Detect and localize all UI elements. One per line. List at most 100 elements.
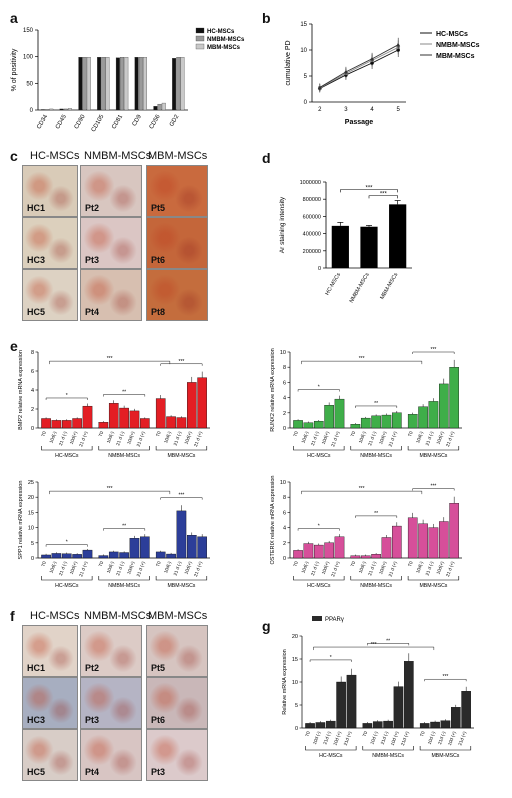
bar (407, 414, 418, 429)
sig-label: *** (179, 359, 185, 365)
group-label: HC-MSCs (55, 453, 79, 459)
bar (381, 414, 392, 429)
series-line (319, 49, 399, 89)
micrograph-tile: Pt2 (80, 165, 142, 217)
y-axis-label: Ar staining intensity (279, 196, 286, 253)
bar (72, 554, 82, 559)
x-tick-label: CD9 (132, 113, 144, 127)
micrograph-tile: Pt5 (146, 165, 208, 217)
sig-label: ** (122, 524, 126, 530)
x-tick-label: 2 (318, 107, 322, 113)
bar (371, 554, 381, 559)
x-tick-label: T0 (40, 430, 47, 437)
legend-swatch (195, 27, 205, 34)
bar (82, 57, 87, 111)
group-label: NMBM-MSCs (360, 453, 392, 459)
y-tick-label: 15 (300, 22, 307, 28)
sig-bracket (45, 397, 88, 400)
bar (153, 106, 158, 111)
x-tick-label: 10d(+) (126, 430, 135, 445)
y-tick-label: 4 (283, 396, 286, 402)
group-bracket (98, 576, 150, 581)
bar (389, 204, 407, 268)
x-tick-label: 21 d (+) (136, 560, 146, 577)
bar (180, 57, 185, 111)
micrograph-label: Pt3 (151, 767, 166, 777)
y-tick-label: 800000 (303, 197, 321, 203)
bar (108, 403, 119, 429)
sig-bracket (160, 363, 203, 366)
y-axis-label: OSTERIX relative mRNA expression (270, 476, 276, 565)
x-tick-label: GD2 (169, 113, 181, 127)
bar (360, 226, 378, 268)
x-tick-label: T0 (155, 560, 162, 567)
bar (362, 723, 373, 729)
legend-swatch (195, 35, 205, 42)
sig-bracket (340, 189, 398, 193)
y-tick-label: 10 (280, 350, 286, 356)
y-tick-label: 8 (283, 495, 286, 501)
y-tick-label: 20 (28, 495, 34, 501)
y-tick-label: 10 (292, 680, 298, 686)
y-tick-label: 0 (31, 556, 34, 562)
panel-letter-g: g (262, 618, 271, 634)
x-tick-label: 21 d (+) (330, 430, 340, 447)
panel-a-chart: 0 50 100 150 % of positivity CD34 CD45 CD90 CD10… (11, 27, 245, 133)
x-tick-label: CD34 (36, 113, 49, 130)
y-tick-label: 6 (283, 510, 286, 516)
micrograph-tile: HC5 (22, 729, 78, 781)
bar (449, 503, 459, 559)
bar (315, 722, 326, 729)
micrograph-tile: Pt6 (146, 677, 208, 729)
x-tick-label: CD90 (74, 113, 87, 130)
panel-c-header-mbm: MBM-MSCs (148, 150, 208, 162)
y-tick-label: 10 (280, 480, 286, 486)
sig-bracket (368, 195, 398, 199)
x-axis-label: Passage (345, 119, 374, 126)
y-axis-label: % of positivity (11, 48, 18, 91)
x-tick-label: 21d (+) (343, 730, 353, 746)
bar (449, 367, 459, 429)
x-tick-label: 10d(-) (415, 430, 424, 444)
x-tick-label: 21d (+) (457, 730, 467, 746)
bar (293, 550, 303, 559)
x-tick-label: 21 d (-) (367, 430, 377, 446)
x-tick-label: 10d(+) (183, 560, 192, 575)
sig-bracket (103, 528, 146, 531)
x-tick-label: 10d (+) (447, 730, 457, 746)
y-tick-label: 6 (283, 380, 286, 386)
x-tick-label: 10d(-) (163, 430, 172, 444)
legend-label: MBM-MSCs (207, 45, 241, 51)
x-tick-label: 10d(-) (300, 560, 309, 574)
group-bracket (362, 746, 414, 751)
y-axis-label: SPP1 relative mRNA expression (18, 481, 24, 560)
bar (78, 57, 83, 111)
bar (98, 422, 109, 429)
micrograph-tile: HC1 (22, 165, 78, 217)
bar (140, 418, 150, 429)
bar (305, 723, 315, 729)
bar (176, 510, 187, 559)
group-bracket (155, 576, 208, 581)
bar (166, 416, 176, 429)
sig-bracket (301, 360, 423, 365)
bar (157, 103, 162, 111)
sig-bracket (49, 360, 171, 365)
bar (59, 108, 64, 111)
y-axis-label: Relative mRNA expression (282, 649, 288, 714)
x-tick-label: T0 (98, 430, 105, 437)
bar (430, 721, 440, 729)
y-tick-label: 50 (26, 81, 33, 87)
bar (197, 377, 207, 429)
x-tick-label: 21 d (+) (78, 430, 88, 447)
y-tick-label: 2 (31, 407, 34, 413)
group-bracket (293, 576, 345, 581)
panel-d-chart: 0 200000 400000 600000 800000 1000000 Ar stain… (279, 180, 412, 304)
sig-bracket (313, 646, 435, 651)
bar (108, 551, 119, 559)
y-tick-label: 1000000 (300, 180, 321, 186)
y-tick-label: 15 (28, 510, 34, 516)
x-tick-label: 4 (370, 107, 374, 113)
